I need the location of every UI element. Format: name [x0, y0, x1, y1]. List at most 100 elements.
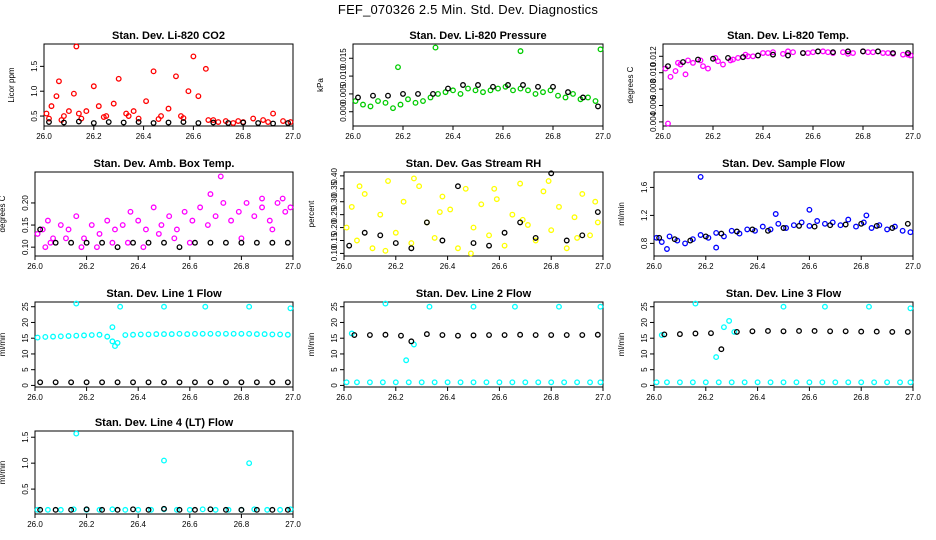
- x-tick-label: 27.0: [285, 262, 301, 271]
- data-point: [899, 227, 906, 234]
- x-tick-label: 26.4: [750, 393, 766, 402]
- y-tick-label: 0.25: [330, 206, 339, 222]
- y-axis-label: kPa: [316, 78, 325, 92]
- data-point: [796, 328, 802, 334]
- x-tick-label: 26.6: [182, 520, 198, 529]
- chart-panel-1: Stan. Dev. Li-820 CO2 Licor ppm 26.0 26.2 26…: [7, 30, 301, 141]
- data-point: [207, 191, 214, 198]
- data-point: [395, 64, 401, 71]
- data-point: [780, 225, 787, 231]
- data-point: [124, 239, 131, 246]
- data-point: [408, 338, 415, 345]
- x-tick-label: 26.8: [545, 132, 561, 141]
- data-point: [858, 328, 865, 335]
- data-point: [78, 244, 85, 251]
- data-point: [52, 239, 59, 246]
- data-point: [250, 115, 257, 122]
- data-point: [561, 379, 568, 386]
- data-point: [351, 332, 358, 339]
- data-point: [416, 183, 423, 190]
- data-point: [671, 236, 678, 243]
- data-point: [730, 56, 736, 63]
- data-point: [676, 379, 683, 386]
- data-point: [235, 118, 242, 124]
- data-point: [361, 191, 368, 197]
- data-point: [890, 50, 896, 56]
- x-tick-label: 26.6: [186, 132, 202, 141]
- chart-title: Stan. Dev. Amb. Box Temp.: [94, 158, 235, 170]
- x-tick-label: 26.2: [388, 393, 404, 402]
- data-point: [501, 229, 508, 236]
- data-point: [705, 65, 711, 72]
- data-point: [225, 506, 232, 513]
- data-point: [897, 379, 903, 386]
- data-point: [491, 185, 498, 192]
- data-point: [385, 178, 391, 184]
- y-tick-label: 0.30: [330, 193, 339, 209]
- data-point: [570, 90, 576, 97]
- data-point: [197, 204, 204, 211]
- x-tick-label: 26.0: [646, 262, 662, 271]
- data-point: [83, 108, 90, 115]
- data-point: [579, 191, 586, 197]
- chart-panel-2: Stan. Dev. Li-820 Pressure kPa 26.0 26.2 26.…: [316, 30, 611, 141]
- data-point: [435, 90, 441, 97]
- chart-title: Stan. Dev. Line 4 (LT) Flow: [95, 417, 234, 429]
- data-point: [57, 506, 64, 513]
- data-point: [68, 379, 75, 386]
- data-point: [873, 328, 880, 335]
- data-point: [150, 120, 157, 126]
- data-point: [873, 222, 880, 229]
- data-point: [155, 116, 162, 122]
- chart-panel-7: Stan. Dev. Line 1 Flow ml/min 26.0 26.2 26.4…: [0, 288, 301, 402]
- y-tick-label: 0.015: [339, 48, 348, 69]
- data-point: [548, 170, 555, 177]
- y-axis-label: degrees C: [626, 66, 635, 103]
- y-tick-label: 0.004: [649, 111, 658, 132]
- data-point: [222, 330, 229, 337]
- data-point: [145, 506, 152, 513]
- y-axis-label: ml/min: [617, 202, 626, 226]
- x-tick-label: 26.4: [755, 132, 771, 141]
- data-point: [658, 332, 665, 339]
- x-tick-label: 26.2: [86, 132, 102, 141]
- data-point: [259, 204, 265, 211]
- page-title: FEF_070326 2.5 Min. Std. Dev. Diagnostic…: [337, 2, 599, 17]
- data-point: [37, 226, 44, 233]
- data-point: [75, 118, 82, 125]
- data-point: [65, 108, 72, 115]
- data-point: [525, 87, 531, 94]
- data-point: [145, 379, 152, 386]
- x-tick-label: 26.8: [543, 262, 559, 271]
- data-point: [253, 506, 260, 513]
- series-black: [355, 82, 601, 110]
- data-point: [195, 120, 202, 126]
- data-point: [238, 506, 245, 513]
- data-point: [140, 244, 147, 251]
- data-point: [718, 346, 725, 353]
- x-tick-label: 26.2: [698, 262, 714, 271]
- data-point: [845, 48, 851, 55]
- x-tick-label: 26.6: [802, 393, 818, 402]
- data-point: [130, 379, 136, 386]
- data-point: [57, 222, 64, 229]
- data-point: [287, 305, 294, 312]
- data-point: [212, 213, 219, 220]
- y-tick-label: 1.2: [640, 209, 649, 221]
- data-point: [806, 206, 813, 213]
- y-tick-label: 0.10: [21, 239, 30, 255]
- data-point: [432, 44, 439, 51]
- data-point: [222, 506, 229, 513]
- data-point: [876, 222, 883, 229]
- x-tick-label: 26.4: [445, 132, 461, 141]
- chart-title: Stan. Dev. Li-820 Temp.: [727, 30, 849, 42]
- data-point: [37, 379, 44, 386]
- data-point: [356, 183, 363, 190]
- y-tick-label: 25: [640, 302, 649, 311]
- y-tick-label: 0.35: [330, 180, 339, 196]
- data-point: [858, 379, 865, 386]
- data-point: [104, 333, 111, 340]
- data-point: [192, 506, 198, 513]
- plot-frame: [343, 301, 604, 388]
